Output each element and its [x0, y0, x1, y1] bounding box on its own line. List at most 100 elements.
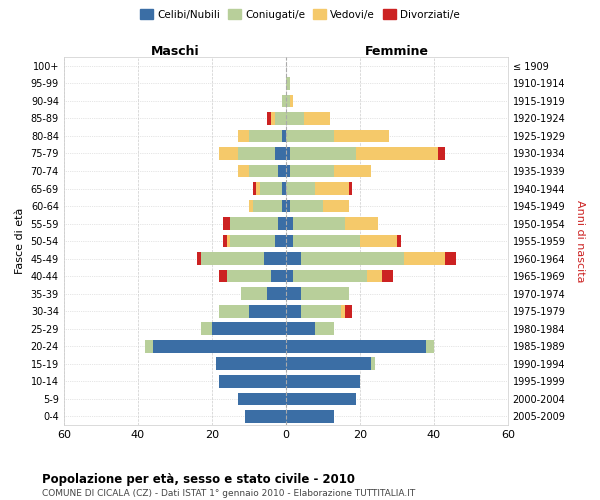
Bar — [253, 200, 282, 212]
Bar — [230, 235, 275, 248]
Bar — [268, 288, 286, 300]
Bar — [286, 340, 427, 352]
Bar — [253, 182, 256, 195]
Bar — [238, 130, 249, 142]
Bar — [404, 252, 445, 265]
Bar — [304, 112, 330, 124]
Bar — [316, 322, 334, 335]
Text: Popolazione per età, sesso e stato civile - 2010: Popolazione per età, sesso e stato civil… — [42, 472, 355, 486]
Bar — [241, 288, 268, 300]
Bar — [301, 288, 349, 300]
Bar — [301, 305, 341, 318]
Bar — [238, 147, 275, 160]
Bar — [286, 252, 301, 265]
Bar — [286, 322, 316, 335]
Bar — [282, 94, 286, 107]
Bar — [290, 94, 293, 107]
Bar — [249, 164, 278, 177]
Bar — [223, 218, 230, 230]
Bar — [201, 322, 212, 335]
Bar — [286, 182, 316, 195]
Bar — [271, 112, 275, 124]
Bar — [293, 235, 360, 248]
Bar — [316, 182, 349, 195]
Bar — [427, 340, 434, 352]
Bar — [341, 305, 345, 318]
Bar — [219, 375, 286, 388]
Bar — [286, 270, 293, 282]
Bar — [260, 182, 282, 195]
Bar — [249, 130, 282, 142]
Y-axis label: Fasce di età: Fasce di età — [15, 208, 25, 274]
Bar — [286, 147, 290, 160]
Text: Maschi: Maschi — [151, 45, 199, 58]
Bar — [323, 200, 349, 212]
Bar — [286, 164, 290, 177]
Bar — [238, 164, 249, 177]
Bar — [227, 235, 230, 248]
Bar — [334, 164, 371, 177]
Bar — [286, 235, 293, 248]
Bar — [290, 147, 356, 160]
Bar — [345, 218, 379, 230]
Bar — [334, 130, 389, 142]
Bar — [371, 358, 374, 370]
Bar — [263, 252, 286, 265]
Y-axis label: Anni di nascita: Anni di nascita — [575, 200, 585, 282]
Bar — [268, 112, 271, 124]
Bar — [282, 182, 286, 195]
Bar — [286, 410, 334, 422]
Bar — [290, 164, 334, 177]
Bar — [271, 270, 286, 282]
Bar — [286, 112, 304, 124]
Bar — [345, 305, 352, 318]
Bar — [219, 270, 227, 282]
Bar — [219, 305, 249, 318]
Bar — [282, 200, 286, 212]
Bar — [152, 340, 286, 352]
Bar — [215, 358, 286, 370]
Legend: Celibi/Nubili, Coniugati/e, Vedovi/e, Divorziati/e: Celibi/Nubili, Coniugati/e, Vedovi/e, Di… — [136, 5, 464, 24]
Bar — [145, 340, 152, 352]
Bar — [238, 392, 286, 405]
Bar — [275, 147, 286, 160]
Bar — [275, 112, 286, 124]
Bar — [227, 270, 271, 282]
Bar — [278, 164, 286, 177]
Text: COMUNE DI CICALA (CZ) - Dati ISTAT 1° gennaio 2010 - Elaborazione TUTTITALIA.IT: COMUNE DI CICALA (CZ) - Dati ISTAT 1° ge… — [42, 489, 415, 498]
Bar — [249, 305, 286, 318]
Bar — [301, 252, 404, 265]
Bar — [286, 288, 301, 300]
Bar — [356, 147, 437, 160]
Bar — [286, 200, 290, 212]
Bar — [293, 270, 367, 282]
Bar — [286, 130, 334, 142]
Bar — [445, 252, 456, 265]
Bar — [360, 235, 397, 248]
Bar — [245, 410, 286, 422]
Bar — [290, 200, 323, 212]
Bar — [397, 235, 401, 248]
Bar — [382, 270, 393, 282]
Bar — [349, 182, 352, 195]
Bar — [230, 218, 278, 230]
Text: Femmine: Femmine — [365, 45, 429, 58]
Bar — [286, 358, 371, 370]
Bar — [256, 182, 260, 195]
Bar — [286, 392, 356, 405]
Bar — [278, 218, 286, 230]
Bar — [249, 200, 253, 212]
Bar — [286, 218, 293, 230]
Bar — [275, 235, 286, 248]
Bar — [223, 235, 227, 248]
Bar — [282, 130, 286, 142]
Bar — [367, 270, 382, 282]
Bar — [286, 94, 290, 107]
Bar — [201, 252, 263, 265]
Bar — [437, 147, 445, 160]
Bar — [197, 252, 201, 265]
Bar — [286, 375, 360, 388]
Bar — [286, 77, 290, 90]
Bar — [212, 322, 286, 335]
Bar — [293, 218, 345, 230]
